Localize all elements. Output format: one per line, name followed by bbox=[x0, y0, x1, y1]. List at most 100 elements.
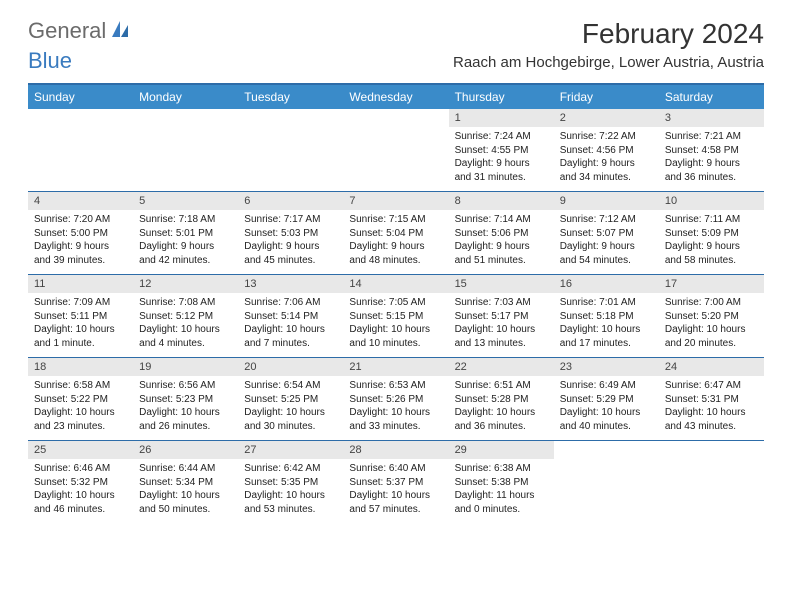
day-body: Sunrise: 6:46 AMSunset: 5:32 PMDaylight:… bbox=[28, 459, 133, 520]
day-sunrise: Sunrise: 6:44 AM bbox=[139, 462, 232, 476]
day-daylight2: and 57 minutes. bbox=[349, 503, 442, 517]
day-header: Sunday bbox=[28, 85, 133, 109]
day-number: 27 bbox=[238, 441, 343, 459]
day-sunset: Sunset: 5:35 PM bbox=[244, 476, 337, 490]
day-daylight1: Daylight: 10 hours bbox=[34, 406, 127, 420]
day-body: Sunrise: 7:05 AMSunset: 5:15 PMDaylight:… bbox=[343, 293, 448, 354]
day-number: 23 bbox=[554, 358, 659, 376]
day-sunrise: Sunrise: 7:09 AM bbox=[34, 296, 127, 310]
day-number: 15 bbox=[449, 275, 554, 293]
day-cell: 18 Sunrise: 6:58 AMSunset: 5:22 PMDayligh… bbox=[28, 358, 133, 440]
day-sunrise: Sunrise: 7:11 AM bbox=[665, 213, 758, 227]
weeks-container: 1Sunrise: 7:24 AMSunset: 4:55 PMDaylight… bbox=[28, 109, 764, 523]
day-number: 22 bbox=[449, 358, 554, 376]
day-sunrise: Sunrise: 7:15 AM bbox=[349, 213, 442, 227]
day-daylight1: Daylight: 10 hours bbox=[139, 323, 232, 337]
day-cell: 7Sunrise: 7:15 AMSunset: 5:04 PMDaylight… bbox=[343, 192, 448, 274]
week-row: 11Sunrise: 7:09 AMSunset: 5:11 PMDayligh… bbox=[28, 275, 764, 358]
day-cell: 8Sunrise: 7:14 AMSunset: 5:06 PMDaylight… bbox=[449, 192, 554, 274]
day-body: Sunrise: 7:06 AMSunset: 5:14 PMDaylight:… bbox=[238, 293, 343, 354]
day-number: 3 bbox=[659, 109, 764, 127]
day-sunrise: Sunrise: 6:51 AM bbox=[455, 379, 548, 393]
day-number: 21 bbox=[343, 358, 448, 376]
day-number: 29 bbox=[449, 441, 554, 459]
day-number bbox=[554, 441, 659, 459]
day-sunset: Sunset: 5:20 PM bbox=[665, 310, 758, 324]
day-daylight2: and 30 minutes. bbox=[244, 420, 337, 434]
day-sunrise: Sunrise: 6:47 AM bbox=[665, 379, 758, 393]
day-body: Sunrise: 7:20 AMSunset: 5:00 PMDaylight:… bbox=[28, 210, 133, 271]
day-daylight1: Daylight: 9 hours bbox=[665, 240, 758, 254]
day-cell: 19Sunrise: 6:56 AMSunset: 5:23 PMDayligh… bbox=[133, 358, 238, 440]
day-sunrise: Sunrise: 7:00 AM bbox=[665, 296, 758, 310]
day-cell bbox=[133, 109, 238, 191]
day-sunrise: Sunrise: 6:58 AM bbox=[34, 379, 127, 393]
day-daylight2: and 39 minutes. bbox=[34, 254, 127, 268]
day-daylight1: Daylight: 9 hours bbox=[665, 157, 758, 171]
week-row: 4Sunrise: 7:20 AMSunset: 5:00 PMDaylight… bbox=[28, 192, 764, 275]
day-sunrise: Sunrise: 7:22 AM bbox=[560, 130, 653, 144]
day-cell: 28Sunrise: 6:40 AMSunset: 5:37 PMDayligh… bbox=[343, 441, 448, 523]
day-header-row: SundayMondayTuesdayWednesdayThursdayFrid… bbox=[28, 85, 764, 109]
day-cell bbox=[343, 109, 448, 191]
day-daylight1: Daylight: 10 hours bbox=[665, 323, 758, 337]
day-body: Sunrise: 6:40 AMSunset: 5:37 PMDaylight:… bbox=[343, 459, 448, 520]
day-sunrise: Sunrise: 6:38 AM bbox=[455, 462, 548, 476]
day-body: Sunrise: 7:08 AMSunset: 5:12 PMDaylight:… bbox=[133, 293, 238, 354]
day-daylight2: and 40 minutes. bbox=[560, 420, 653, 434]
day-cell: 5Sunrise: 7:18 AMSunset: 5:01 PMDaylight… bbox=[133, 192, 238, 274]
day-sunset: Sunset: 5:04 PM bbox=[349, 227, 442, 241]
day-sunset: Sunset: 5:22 PM bbox=[34, 393, 127, 407]
day-cell: 27Sunrise: 6:42 AMSunset: 5:35 PMDayligh… bbox=[238, 441, 343, 523]
day-body: Sunrise: 7:18 AMSunset: 5:01 PMDaylight:… bbox=[133, 210, 238, 271]
day-number: 26 bbox=[133, 441, 238, 459]
day-daylight1: Daylight: 10 hours bbox=[34, 323, 127, 337]
day-daylight2: and 36 minutes. bbox=[455, 420, 548, 434]
header: General February 2024 Raach am Hochgebir… bbox=[0, 0, 792, 75]
logo-text-blue: Blue bbox=[28, 48, 72, 73]
day-cell: 3Sunrise: 7:21 AMSunset: 4:58 PMDaylight… bbox=[659, 109, 764, 191]
day-number: 6 bbox=[238, 192, 343, 210]
day-daylight2: and 36 minutes. bbox=[665, 171, 758, 185]
day-daylight1: Daylight: 10 hours bbox=[455, 323, 548, 337]
day-sunrise: Sunrise: 6:54 AM bbox=[244, 379, 337, 393]
day-daylight2: and 46 minutes. bbox=[34, 503, 127, 517]
day-cell: 29Sunrise: 6:38 AMSunset: 5:38 PMDayligh… bbox=[449, 441, 554, 523]
day-body: Sunrise: 7:03 AMSunset: 5:17 PMDaylight:… bbox=[449, 293, 554, 354]
day-daylight1: Daylight: 9 hours bbox=[560, 157, 653, 171]
day-sunset: Sunset: 5:12 PM bbox=[139, 310, 232, 324]
day-body: Sunrise: 7:15 AMSunset: 5:04 PMDaylight:… bbox=[343, 210, 448, 271]
day-number: 16 bbox=[554, 275, 659, 293]
day-header: Wednesday bbox=[343, 85, 448, 109]
day-cell: 22Sunrise: 6:51 AMSunset: 5:28 PMDayligh… bbox=[449, 358, 554, 440]
day-cell bbox=[28, 109, 133, 191]
day-cell: 25Sunrise: 6:46 AMSunset: 5:32 PMDayligh… bbox=[28, 441, 133, 523]
day-number: 5 bbox=[133, 192, 238, 210]
day-number: 17 bbox=[659, 275, 764, 293]
day-number: 12 bbox=[133, 275, 238, 293]
day-cell: 24Sunrise: 6:47 AMSunset: 5:31 PMDayligh… bbox=[659, 358, 764, 440]
day-number: 19 bbox=[133, 358, 238, 376]
day-cell: 13Sunrise: 7:06 AMSunset: 5:14 PMDayligh… bbox=[238, 275, 343, 357]
day-body: Sunrise: 6:38 AMSunset: 5:38 PMDaylight:… bbox=[449, 459, 554, 520]
day-daylight2: and 51 minutes. bbox=[455, 254, 548, 268]
day-daylight1: Daylight: 9 hours bbox=[455, 240, 548, 254]
day-body: Sunrise: 7:11 AMSunset: 5:09 PMDaylight:… bbox=[659, 210, 764, 271]
day-number: 18 bbox=[28, 358, 133, 376]
day-daylight2: and 4 minutes. bbox=[139, 337, 232, 351]
day-sunrise: Sunrise: 6:40 AM bbox=[349, 462, 442, 476]
day-cell: 23Sunrise: 6:49 AMSunset: 5:29 PMDayligh… bbox=[554, 358, 659, 440]
day-number: 28 bbox=[343, 441, 448, 459]
day-daylight2: and 31 minutes. bbox=[455, 171, 548, 185]
day-sunset: Sunset: 5:14 PM bbox=[244, 310, 337, 324]
day-cell bbox=[238, 109, 343, 191]
day-daylight1: Daylight: 9 hours bbox=[244, 240, 337, 254]
day-sunset: Sunset: 5:26 PM bbox=[349, 393, 442, 407]
day-number bbox=[659, 441, 764, 459]
day-sunset: Sunset: 5:28 PM bbox=[455, 393, 548, 407]
day-sunset: Sunset: 5:03 PM bbox=[244, 227, 337, 241]
day-sunrise: Sunrise: 7:18 AM bbox=[139, 213, 232, 227]
day-daylight2: and 20 minutes. bbox=[665, 337, 758, 351]
day-sunset: Sunset: 5:11 PM bbox=[34, 310, 127, 324]
day-number: 25 bbox=[28, 441, 133, 459]
